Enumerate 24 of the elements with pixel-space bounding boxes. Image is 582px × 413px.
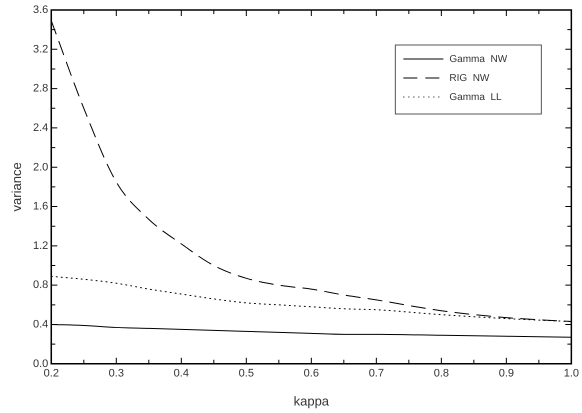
x-tick-label: 0.8 xyxy=(434,367,449,380)
y-tick-label: 1.6 xyxy=(32,200,48,213)
x-tick-label: 0.9 xyxy=(498,367,514,380)
y-tick-label: 0.8 xyxy=(32,279,48,292)
x-tick-label: 0.7 xyxy=(368,367,384,380)
y-tick-label: 3.2 xyxy=(32,43,48,56)
x-tick-label: 0.6 xyxy=(304,367,319,380)
y-tick-label: 2.4 xyxy=(32,122,48,134)
x-tick-label: 1.0 xyxy=(564,367,580,380)
y-axis-title: variance xyxy=(8,162,24,212)
y-tick-label: 1.2 xyxy=(32,240,48,252)
x-axis-title: kappa xyxy=(294,393,330,408)
y-tick-label: 2.0 xyxy=(32,161,48,174)
y-tick-label: 0.0 xyxy=(32,358,48,370)
y-tick-label: 2.8 xyxy=(32,82,48,95)
x-tick-label: 0.3 xyxy=(108,367,124,380)
x-tick-label: 0.4 xyxy=(174,367,189,380)
legend-label: Gamma NW xyxy=(449,54,508,65)
y-tick-label: 3.6 xyxy=(32,4,48,16)
x-tick-label: 0.2 xyxy=(44,367,59,380)
legend-label: RIG NW xyxy=(449,72,490,84)
y-tick-label: 0.4 xyxy=(32,318,48,331)
x-tick-label: 0.5 xyxy=(238,367,254,380)
legend-label: Gamma LL xyxy=(449,92,502,103)
